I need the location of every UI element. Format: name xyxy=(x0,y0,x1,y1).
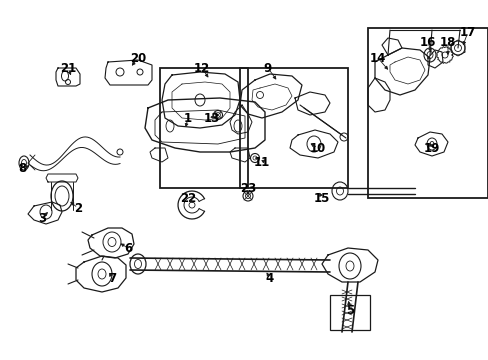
Text: 16: 16 xyxy=(419,36,435,49)
Text: 18: 18 xyxy=(439,36,455,49)
Text: 3: 3 xyxy=(38,211,46,225)
Text: 12: 12 xyxy=(193,62,210,75)
Text: 8: 8 xyxy=(18,162,26,175)
Bar xyxy=(240,68,347,188)
Text: 4: 4 xyxy=(265,271,274,284)
Bar xyxy=(367,28,487,198)
Text: 13: 13 xyxy=(203,112,220,125)
Text: 7: 7 xyxy=(108,271,116,284)
Text: 17: 17 xyxy=(459,26,475,39)
Text: 10: 10 xyxy=(309,141,325,154)
Text: 19: 19 xyxy=(423,141,439,154)
Text: 11: 11 xyxy=(253,156,269,168)
Text: 5: 5 xyxy=(345,303,353,316)
Text: 1: 1 xyxy=(183,112,192,125)
Text: 9: 9 xyxy=(264,62,271,75)
Text: 23: 23 xyxy=(240,181,256,194)
Text: 14: 14 xyxy=(369,51,386,64)
Bar xyxy=(160,68,247,188)
Text: 21: 21 xyxy=(60,62,76,75)
Text: 22: 22 xyxy=(180,192,196,204)
Text: 20: 20 xyxy=(130,51,146,64)
Text: 2: 2 xyxy=(74,202,82,215)
Text: 15: 15 xyxy=(313,192,329,204)
Text: 6: 6 xyxy=(123,242,132,255)
Bar xyxy=(329,295,369,330)
